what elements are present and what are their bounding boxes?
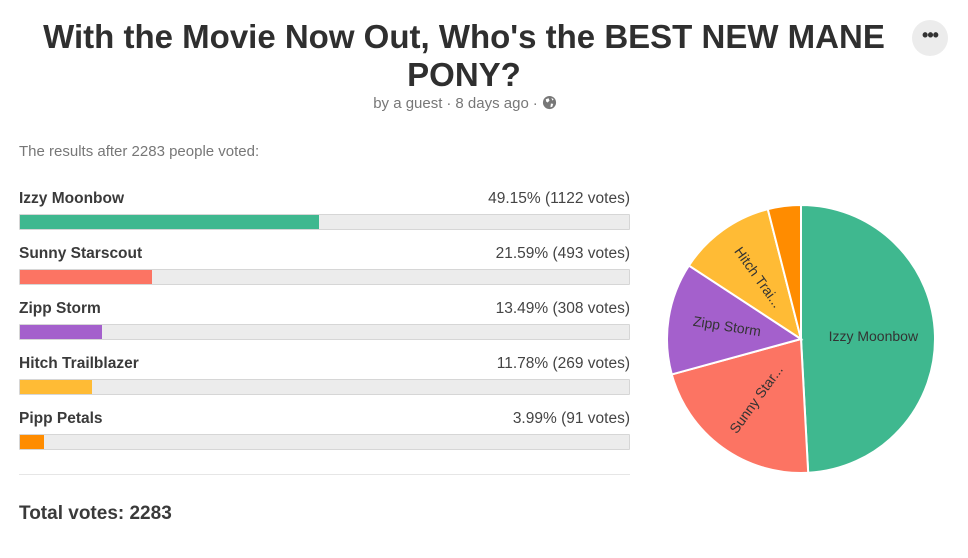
- option-name: Izzy Moonbow: [19, 190, 125, 207]
- result-row: Pipp Petals 3.99% (91 votes): [19, 408, 630, 463]
- option-name: Zipp Storm: [19, 300, 101, 317]
- result-row: Izzy Moonbow 49.15% (1122 votes): [19, 188, 630, 243]
- poll-title: With the Movie Now Out, Who's the BEST N…: [43, 18, 885, 93]
- pie-slice: [766, 203, 802, 340]
- result-bar-track: [19, 214, 630, 230]
- result-bar-track: [19, 379, 630, 395]
- option-name: Pipp Petals: [19, 410, 103, 427]
- result-row: Hitch Trailblazer 11.78% (269 votes): [19, 353, 630, 408]
- result-bar-track: [19, 269, 630, 285]
- poll-meta: by a guest · 8 days ago ·: [0, 95, 930, 112]
- result-bar-track: [19, 434, 630, 450]
- option-stat: 11.78% (269 votes): [496, 355, 630, 372]
- results-intro: The results after 2283 people voted:: [19, 143, 260, 160]
- result-row: Sunny Starscout 21.59% (493 votes): [19, 243, 630, 298]
- option-stat: 3.99% (91 votes): [512, 410, 630, 427]
- pie-slice: [687, 207, 803, 342]
- result-bar-track: [19, 324, 630, 340]
- globe-icon: [542, 95, 556, 110]
- author-label: by a guest: [373, 95, 443, 112]
- pie-slice-label: Izzy Moonbow: [829, 328, 919, 344]
- pie-slice: [800, 203, 936, 474]
- result-bar-fill: [20, 215, 320, 229]
- option-name: Hitch Trailblazer: [19, 355, 139, 372]
- more-options-button[interactable]: •••: [912, 20, 948, 56]
- divider: [19, 474, 630, 475]
- more-options-icon: •••: [922, 25, 939, 45]
- result-bar-fill: [20, 435, 45, 449]
- option-stat: 21.59% (493 votes): [495, 245, 630, 262]
- option-stat: 13.49% (308 votes): [495, 300, 630, 317]
- pie-slice: [670, 337, 810, 474]
- results-list: Izzy Moonbow 49.15% (1122 votes) Sunny Sta…: [19, 188, 630, 463]
- result-bar-fill: [20, 270, 152, 284]
- time-label: 8 days ago: [455, 95, 529, 112]
- pie-slice: [666, 264, 804, 376]
- total-votes: Total votes: 2283: [19, 503, 172, 524]
- result-row: Zipp Storm 13.49% (308 votes): [19, 298, 630, 353]
- result-bar-fill: [20, 380, 92, 394]
- result-bar-fill: [20, 325, 103, 339]
- option-name: Sunny Starscout: [19, 245, 143, 262]
- option-stat: 49.15% (1122 votes): [488, 190, 630, 207]
